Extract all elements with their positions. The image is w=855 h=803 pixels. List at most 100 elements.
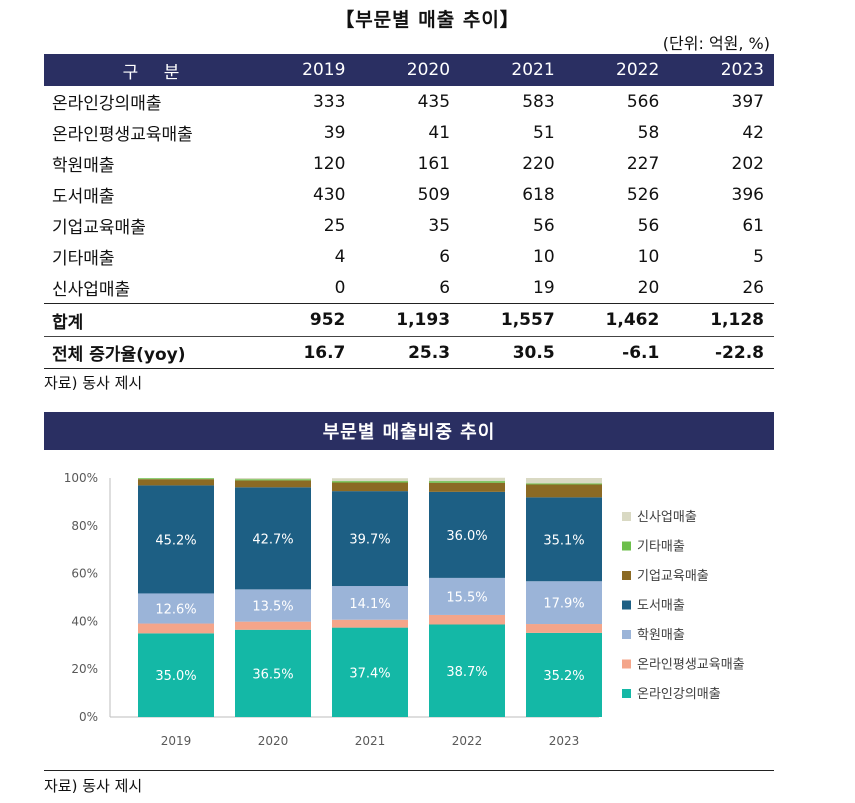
bar-segment (332, 478, 408, 482)
legend-label: 온라인평생교육매출 (637, 658, 745, 673)
bar-segment (429, 482, 505, 492)
value-cell: 6 (439, 246, 451, 267)
value-cell: 952 (268, 303, 356, 337)
y-tick-label: 80% (71, 519, 98, 533)
data-label: 36.5% (252, 667, 293, 682)
x-tick-label: 2023 (549, 734, 580, 748)
value-cell: 1,557 (460, 303, 565, 337)
data-label: 35.2% (543, 669, 584, 684)
y-tick-label: 100% (64, 471, 98, 485)
data-label: 12.6% (155, 602, 196, 617)
value-cell: 25.3 (355, 336, 461, 369)
value-cell: 120 (312, 153, 346, 174)
value-cell: 202 (731, 153, 764, 174)
bar-segment (526, 581, 602, 625)
bar-segment (332, 481, 408, 483)
bar-segment (526, 484, 602, 498)
value-cell: 5 (753, 246, 764, 267)
value-cell: 25 (323, 215, 346, 236)
bar-segment (138, 478, 214, 480)
value-cell: 618 (522, 184, 555, 205)
value-cell: -22.8 (669, 336, 774, 369)
table-row: 전체 증가율(yoy) 16.7 25.3 30.5 -6.1 -22.8 (44, 336, 774, 369)
row-label: 기타매출 (52, 249, 115, 269)
bar-segment (235, 480, 311, 488)
value-cell: 56 (533, 215, 555, 236)
data-label: 36.0% (446, 529, 487, 544)
bar-segment (526, 478, 602, 484)
value-cell: 397 (731, 91, 764, 112)
row-label: 학원매출 (52, 156, 115, 176)
bar-segment (429, 614, 505, 625)
y-tick-label: 20% (71, 662, 98, 676)
table-source: 자료) 동사 제시 (44, 374, 143, 392)
legend-label: 도서매출 (637, 599, 685, 614)
table-row: 기업교육매출 25 35 56 56 61 (44, 210, 774, 241)
data-label: 42.7% (252, 532, 293, 547)
bar-segment (235, 589, 311, 622)
data-label: 38.7% (446, 665, 487, 680)
data-label: 15.5% (446, 590, 487, 605)
value-cell: 56 (637, 215, 660, 236)
bar-segment (138, 485, 214, 594)
bar-segment (138, 593, 214, 624)
legend-swatch (622, 689, 631, 698)
value-cell: 583 (522, 91, 555, 112)
legend-swatch (622, 600, 631, 610)
value-cell: 1,128 (669, 303, 774, 337)
stacked-bar-chart: 0% 20% 40% 60% 80% 100% 35.0% 12.6% 45.2% 2019 36.… (64, 471, 745, 748)
header-cell: 2019 (268, 54, 356, 86)
value-cell: 26 (742, 277, 764, 298)
value-cell: 61 (742, 215, 764, 236)
bar-segment (138, 623, 214, 634)
header-cell: 2022 (564, 54, 670, 86)
data-label: 35.0% (155, 669, 196, 684)
value-cell: 30.5 (460, 336, 565, 369)
value-cell: 526 (626, 184, 660, 205)
bar-segment (526, 483, 602, 485)
bar-segment (332, 619, 408, 628)
value-cell: -6.1 (564, 336, 670, 369)
bar-segment (235, 629, 311, 717)
bar-segment (526, 624, 602, 633)
value-cell: 1,462 (564, 303, 670, 337)
value-cell: 19 (533, 277, 555, 298)
bar-segment (235, 478, 311, 480)
bar-segment (235, 487, 311, 590)
chart-source: 자료) 동사 제시 (44, 777, 143, 795)
divider (44, 770, 774, 771)
y-tick-label: 60% (71, 567, 98, 581)
table-row: 합계 952 1,193 1,557 1,462 1,128 (44, 303, 774, 337)
value-cell: 39 (323, 122, 346, 143)
data-label: 35.1% (543, 533, 584, 548)
value-cell: 396 (731, 184, 764, 205)
value-cell: 20 (637, 277, 660, 298)
value-cell: 6 (439, 277, 451, 298)
value-cell: 35 (428, 215, 451, 236)
data-label: 14.1% (349, 597, 390, 612)
row-label: 온라인강의매출 (52, 94, 162, 114)
bar-segment (429, 624, 505, 717)
table-row: 온라인평생교육매출 39 41 51 58 42 (44, 117, 774, 148)
value-cell: 41 (428, 122, 451, 143)
y-tick-label: 40% (71, 614, 98, 628)
x-tick-label: 2021 (355, 734, 386, 748)
y-tick-label: 0% (79, 710, 98, 724)
legend-swatch (622, 659, 631, 669)
unit-label: (단위: 억원, %) (662, 34, 770, 53)
row-label: 기업교육매출 (52, 218, 146, 238)
table-row: 온라인강의매출 333 435 583 566 397 (44, 86, 774, 117)
data-label: 39.7% (349, 533, 390, 548)
bar-segment (429, 491, 505, 578)
x-tick-label: 2019 (161, 734, 192, 748)
value-cell: 4 (334, 246, 346, 267)
header-cell: 2021 (460, 54, 565, 86)
bar-segment (332, 491, 408, 587)
value-cell: 1,193 (355, 303, 461, 337)
value-cell: 333 (312, 91, 346, 112)
value-cell: 58 (637, 122, 660, 143)
bar-segment (429, 481, 505, 483)
value-cell: 42 (742, 122, 764, 143)
bar-segment (332, 627, 408, 717)
table-header-row: 구 분 2019 2020 2021 2022 2023 (44, 54, 774, 86)
